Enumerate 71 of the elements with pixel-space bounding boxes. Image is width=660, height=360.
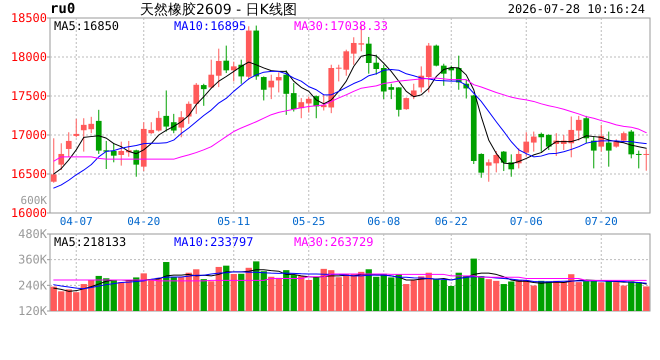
text: MA5:218133 bbox=[54, 235, 126, 249]
y-tick-label: 18500 bbox=[10, 11, 47, 25]
y-tick-label: 18000 bbox=[10, 50, 47, 64]
x-tick-label: 04-07 bbox=[60, 215, 93, 228]
candlestick bbox=[193, 82, 200, 114]
candlestick bbox=[163, 90, 170, 132]
y-tick-label: 240K bbox=[18, 278, 48, 292]
candlestick bbox=[343, 49, 350, 76]
candlestick bbox=[576, 115, 582, 142]
y-tick-label: 16500 bbox=[10, 167, 47, 181]
candlestick bbox=[156, 110, 162, 132]
candlestick bbox=[546, 134, 552, 150]
y-tick-label: 17500 bbox=[10, 89, 47, 103]
candlestick bbox=[396, 86, 402, 118]
candlestick bbox=[110, 142, 117, 163]
candlestick bbox=[283, 70, 290, 116]
candlestick bbox=[636, 150, 642, 169]
candlestick bbox=[478, 152, 484, 178]
candlestick bbox=[500, 150, 507, 172]
candlestick bbox=[493, 150, 500, 173]
y-tick-label: 17000 bbox=[10, 128, 47, 142]
x-tick-label: 07-06 bbox=[510, 215, 543, 228]
text: 600K bbox=[20, 194, 48, 207]
candlestick bbox=[388, 83, 394, 100]
series-label: MA10:233797 bbox=[174, 235, 254, 249]
candlestick bbox=[403, 96, 410, 110]
text: 2026-07-28 10:16:24 bbox=[508, 2, 645, 16]
text: MA10:16895 bbox=[174, 19, 246, 33]
candlestick bbox=[208, 59, 214, 89]
candlestick bbox=[433, 44, 440, 67]
text: ru0 bbox=[50, 1, 76, 17]
candlestick bbox=[448, 65, 454, 82]
text: MA30:17038.33 bbox=[294, 19, 388, 33]
candlestick bbox=[216, 48, 222, 88]
y-tick-label: 16000 bbox=[10, 206, 47, 220]
candlestick bbox=[530, 131, 537, 152]
x-tick-label: 07-20 bbox=[584, 215, 618, 228]
candlestick bbox=[606, 131, 612, 168]
chart-title: 天然橡胶2609 - 日K线图 bbox=[140, 2, 297, 18]
candlestick bbox=[268, 74, 274, 100]
candlestick bbox=[306, 96, 312, 114]
x-tick-label: 04-20 bbox=[127, 215, 160, 228]
line-series bbox=[53, 68, 647, 189]
text: MA5:16850 bbox=[54, 19, 120, 33]
candlestick bbox=[260, 76, 267, 101]
candlestick bbox=[538, 132, 544, 152]
candlestick bbox=[568, 116, 574, 158]
y-tick-label: 480K bbox=[18, 227, 48, 241]
candlestick bbox=[373, 54, 380, 76]
y-tick-label: 120K bbox=[18, 304, 48, 318]
candlestick bbox=[620, 131, 627, 144]
candlestick bbox=[223, 45, 230, 74]
candlestick bbox=[366, 36, 372, 74]
candlestick bbox=[118, 141, 124, 166]
x-tick-label: 06-08 bbox=[367, 215, 400, 228]
text: MA30:263729 bbox=[294, 235, 374, 249]
candlestick bbox=[290, 82, 297, 112]
candlestick bbox=[200, 83, 207, 106]
x-tick-label: 05-25 bbox=[292, 215, 326, 228]
candlestick bbox=[350, 36, 357, 66]
candlestick bbox=[583, 115, 590, 144]
candlestick bbox=[73, 118, 80, 138]
x-tick-label: 05-11 bbox=[217, 215, 250, 228]
candlestick bbox=[66, 132, 72, 158]
candlestick bbox=[276, 72, 282, 93]
candlestick bbox=[643, 148, 650, 172]
y-tick-label: 360K bbox=[18, 252, 48, 267]
candlestick bbox=[523, 132, 530, 158]
x-tick-label: 06-22 bbox=[434, 215, 468, 228]
candlestick bbox=[336, 64, 342, 82]
line-series bbox=[53, 274, 647, 282]
